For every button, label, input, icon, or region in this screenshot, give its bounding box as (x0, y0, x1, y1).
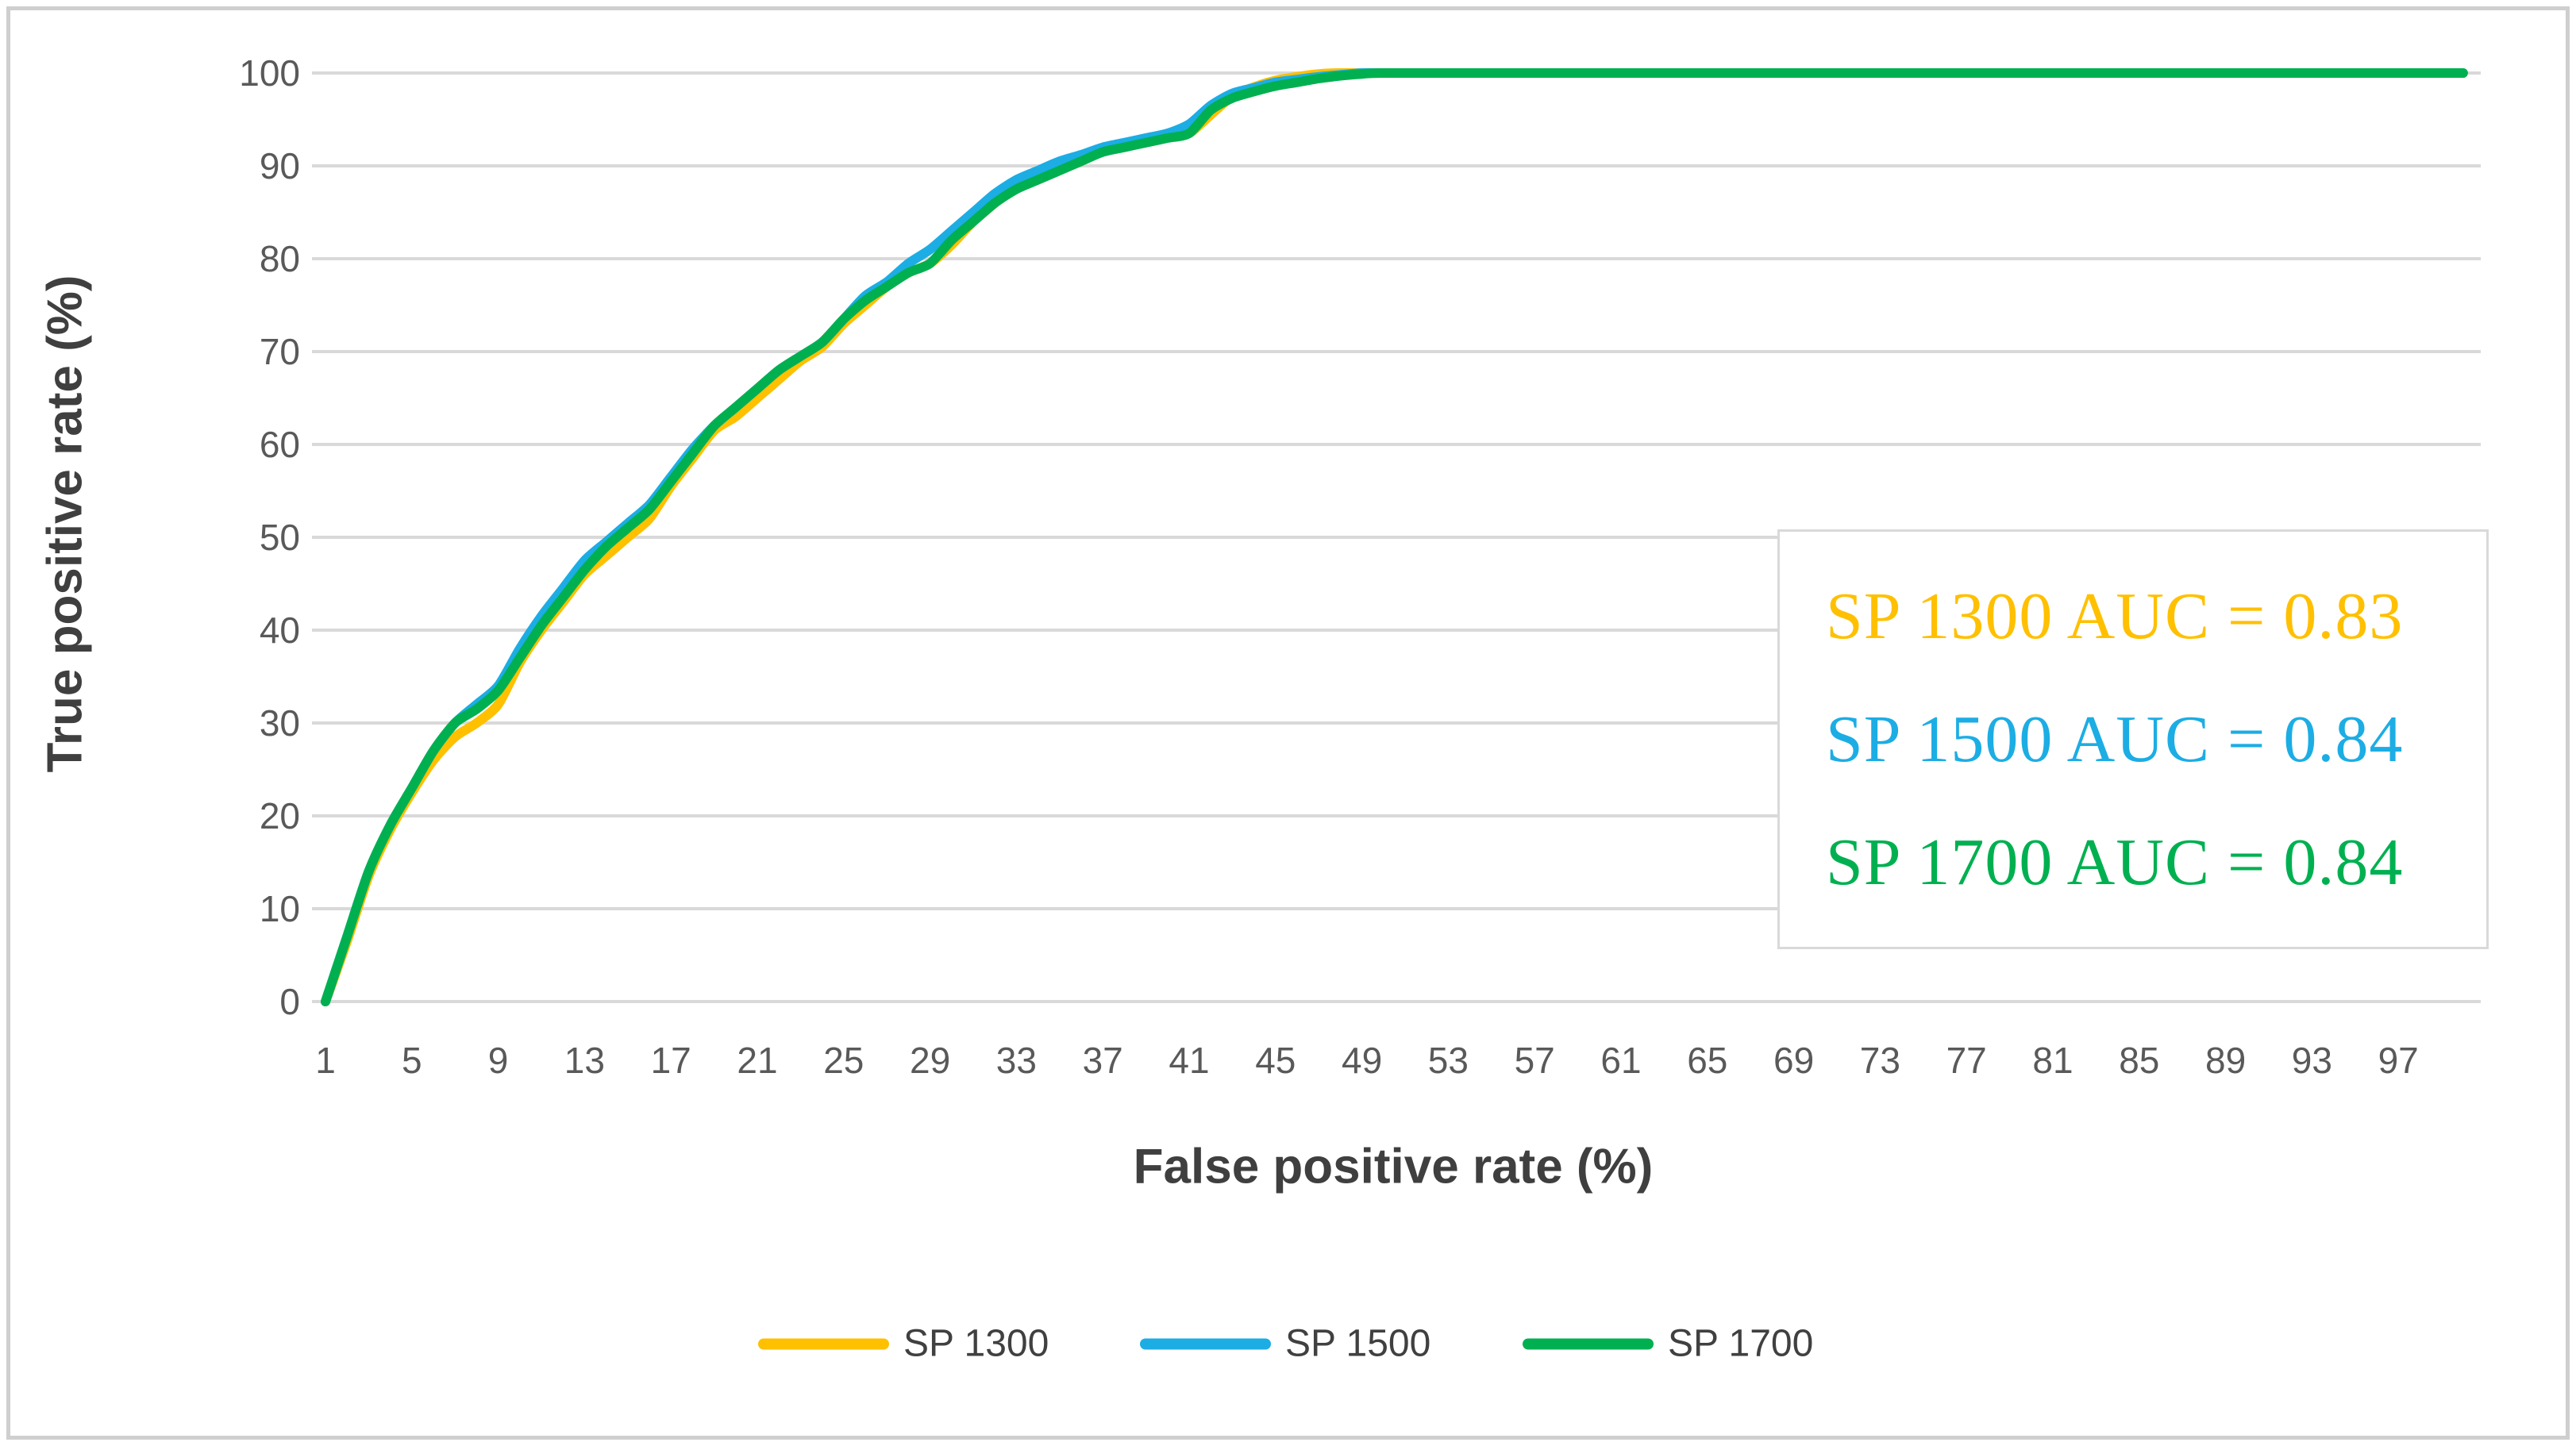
legend-item-sp-1300: SP 1300 (758, 1322, 1049, 1366)
x-tick-label-25: 25 (823, 1040, 864, 1081)
x-tick-label-45: 45 (1255, 1040, 1296, 1081)
x-tick-label-5: 5 (402, 1040, 422, 1081)
y-tick-label-60: 60 (259, 424, 300, 465)
x-tick-label-29: 29 (910, 1040, 951, 1081)
y-tick-label-40: 40 (259, 610, 300, 651)
legend-item-sp-1700: SP 1700 (1523, 1322, 1813, 1366)
x-tick-label-93: 93 (2291, 1040, 2332, 1081)
x-tick-label-85: 85 (2119, 1040, 2160, 1081)
x-tick-label-41: 41 (1169, 1040, 1210, 1081)
x-tick-label-57: 57 (1514, 1040, 1555, 1081)
y-tick-label-80: 80 (259, 238, 300, 279)
x-tick-label-77: 77 (1946, 1040, 1987, 1081)
x-tick-label-81: 81 (2032, 1040, 2074, 1081)
legend-swatch-sp-1300 (758, 1338, 889, 1349)
x-tick-label-53: 53 (1427, 1040, 1469, 1081)
x-tick-label-69: 69 (1773, 1040, 1815, 1081)
auc-line-sp-1500: SP 1500 AUC = 0.84 (1826, 702, 2404, 776)
legend-item-label: SP 1500 (1285, 1322, 1431, 1365)
legend-swatch-sp-1500 (1140, 1338, 1271, 1349)
x-tick-label-17: 17 (650, 1040, 691, 1081)
series-curves (321, 67, 2468, 1006)
x-tick-label-89: 89 (2205, 1040, 2247, 1081)
x-tick-label-61: 61 (1600, 1040, 1642, 1081)
x-tick-label-33: 33 (995, 1040, 1037, 1081)
legend-item-label: SP 1700 (1668, 1322, 1814, 1365)
y-tick-label-50: 50 (259, 517, 300, 558)
y-tick-label-10: 10 (259, 888, 300, 929)
x-tick-label-49: 49 (1342, 1040, 1383, 1081)
series-line-sp-1700 (321, 67, 2468, 1006)
y-tick-label-30: 30 (259, 702, 300, 744)
y-tick-label-100: 100 (239, 52, 300, 94)
x-tick-label-73: 73 (1859, 1040, 1900, 1081)
y-tick-label-0: 0 (279, 981, 300, 1022)
x-tick-label-9: 9 (487, 1040, 509, 1081)
auc-line-sp-1700: SP 1700 AUC = 0.84 (1826, 825, 2404, 899)
x-tick-label-1: 1 (315, 1040, 336, 1081)
legend-item-sp-1500: SP 1500 (1140, 1322, 1430, 1366)
auc-annotation-box: SP 1300 AUC = 0.83 SP 1500 AUC = 0.84 SP… (1777, 529, 2489, 949)
x-tick-label-21: 21 (737, 1040, 778, 1081)
x-tick-label-13: 13 (564, 1040, 605, 1081)
x-tick-label-37: 37 (1082, 1040, 1123, 1081)
legend-item-label: SP 1300 (903, 1322, 1049, 1365)
x-tick-label-65: 65 (1687, 1040, 1728, 1081)
y-tick-label-70: 70 (259, 331, 300, 372)
x-tick-label-97: 97 (2378, 1040, 2419, 1081)
y-tick-label-20: 20 (259, 795, 300, 836)
auc-line-sp-1300: SP 1300 AUC = 0.83 (1826, 579, 2404, 653)
legend-swatch-sp-1700 (1523, 1338, 1654, 1349)
x-axis-title: False positive rate (%) (1133, 1139, 1654, 1194)
y-tick-label-90: 90 (259, 145, 300, 187)
